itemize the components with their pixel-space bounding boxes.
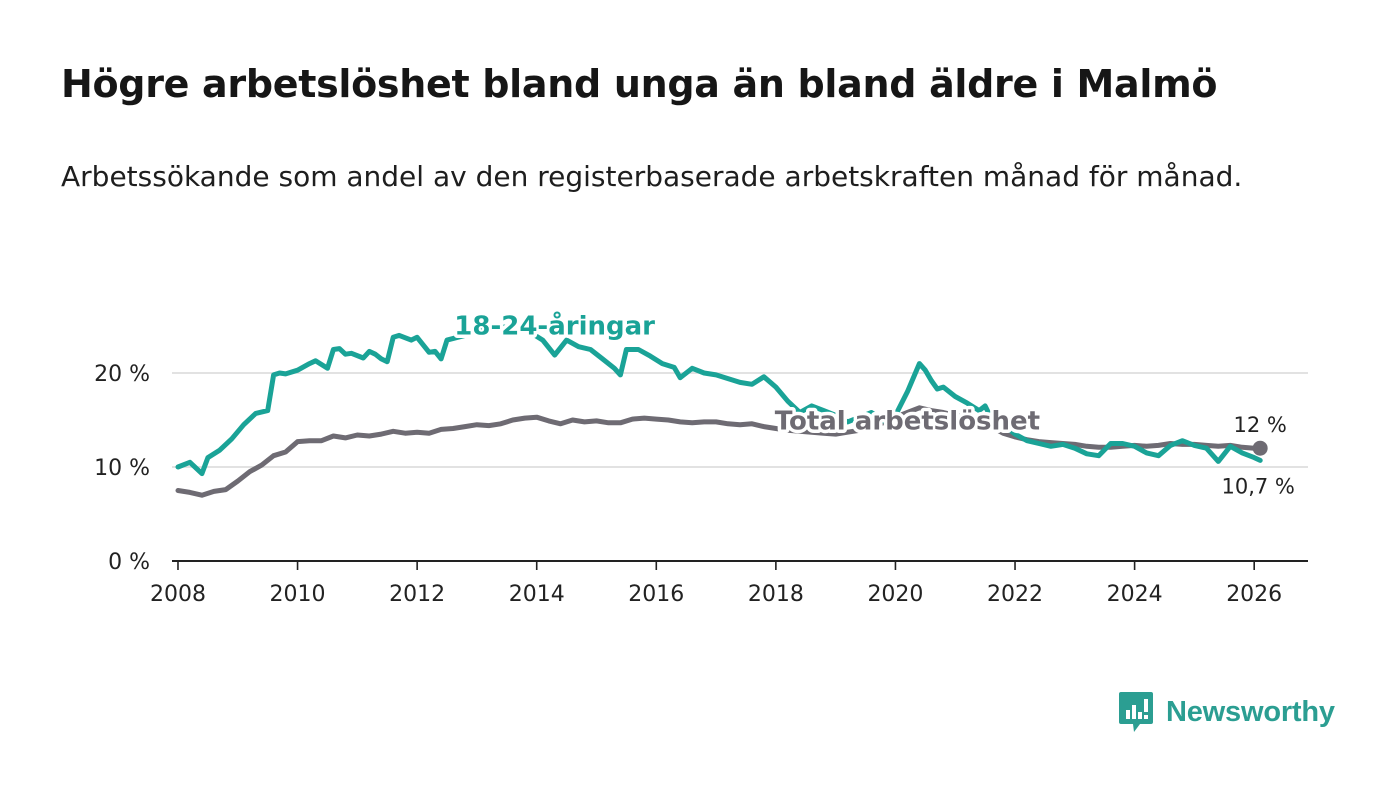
brand-name: Newsworthy [1166, 695, 1335, 728]
y-tick-label: 20 % [94, 362, 150, 387]
gridlines: 0 % 10 % 20 % [94, 362, 1308, 575]
x-tick-label: 2008 [150, 582, 206, 607]
brand-logo: Newsworthy [1118, 690, 1335, 734]
chart-labels: 18-24-åringar Total arbetslöshet 12 % 10,7 … [451, 306, 1298, 501]
x-tick-label: 2014 [509, 582, 565, 607]
x-tick-label: 2020 [867, 582, 923, 607]
page-title: Högre arbetslöshet bland unga än bland ä… [61, 62, 1218, 106]
series-line-total [175, 405, 1263, 498]
y-tick-label: 0 % [108, 550, 150, 575]
x-tick-label: 2016 [628, 582, 684, 607]
series-lines [175, 324, 1268, 498]
x-tick-label: 2018 [748, 582, 804, 607]
x-tick-label: 2026 [1226, 582, 1282, 607]
x-tick-label: 2024 [1107, 582, 1163, 607]
x-tick-label: 2022 [987, 582, 1043, 607]
x-axis: 2008 2010 2012 2014 2016 2018 2020 2022 2024 2026 [150, 560, 1308, 607]
y-tick-label: 10 % [94, 456, 150, 481]
x-tick-label: 2010 [270, 582, 326, 607]
end-label-total: 12 % [1233, 413, 1286, 437]
series-label-total: Total arbetslöshet [775, 406, 1040, 436]
series-line-youth [175, 324, 1263, 477]
x-tick-label: 2012 [389, 582, 445, 607]
end-label-youth: 10,7 % [1221, 474, 1294, 498]
series-label-youth: 18-24-åringar [454, 309, 655, 341]
series-end-dot-total [1252, 440, 1268, 456]
page-subtitle: Arbetssökande som andel av den registerb… [61, 160, 1243, 193]
newsworthy-logo-icon [1119, 692, 1153, 732]
